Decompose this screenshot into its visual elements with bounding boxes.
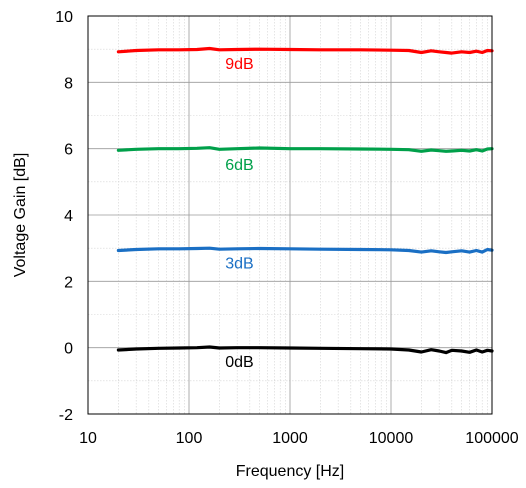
x-tick-label: 100000 bbox=[465, 430, 518, 447]
series-lines bbox=[116, 46, 494, 355]
x-tick-label: 1000 bbox=[272, 430, 308, 447]
y-tick-label: 4 bbox=[64, 208, 73, 225]
x-tick-label: 10 bbox=[79, 430, 97, 447]
y-axis-label: Voltage Gain [dB] bbox=[12, 153, 29, 278]
axis-ticks: 10 100 1000 10000 100000 -2 0 2 4 6 8 10 bbox=[55, 9, 519, 447]
x-tick-label: 100 bbox=[176, 430, 203, 447]
series-line-3db bbox=[116, 246, 494, 255]
y-tick-label: 10 bbox=[55, 9, 73, 26]
y-tick-label: 0 bbox=[64, 341, 73, 358]
annotation-0db: 0dB bbox=[225, 354, 253, 371]
annotation-9db: 9dB bbox=[225, 56, 253, 73]
x-tick-label: 10000 bbox=[369, 430, 414, 447]
annotation-3db: 3dB bbox=[225, 256, 253, 273]
y-tick-label: 2 bbox=[64, 274, 73, 291]
plot-frame bbox=[87, 15, 493, 415]
y-tick-label: 8 bbox=[64, 75, 73, 92]
series-line-9db bbox=[116, 46, 494, 55]
series-annotations: 9dB 6dB 3dB 0dB bbox=[225, 56, 253, 371]
series-line-6db bbox=[116, 146, 494, 153]
y-tick-label: 6 bbox=[64, 142, 73, 159]
annotation-6db: 6dB bbox=[225, 157, 253, 174]
series-line-0db bbox=[116, 345, 494, 355]
x-axis-label: Frequency [Hz] bbox=[236, 463, 344, 480]
y-tick-label: -2 bbox=[59, 407, 73, 424]
